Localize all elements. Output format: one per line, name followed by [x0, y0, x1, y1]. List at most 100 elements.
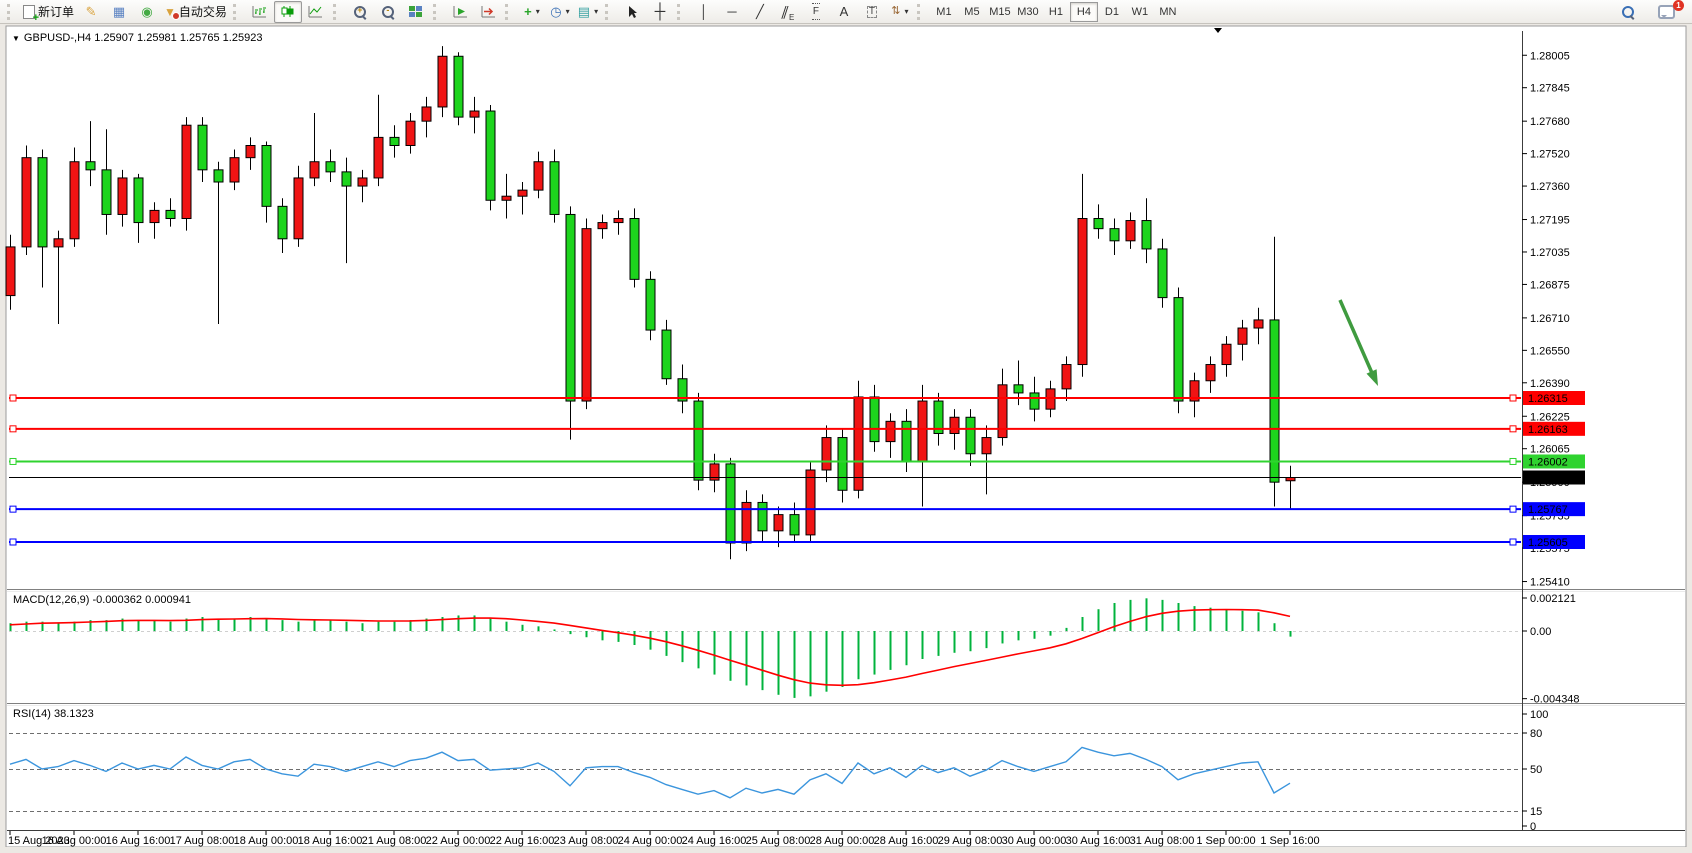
fibonacci-icon: F — [811, 3, 820, 20]
search-button[interactable] — [1614, 1, 1642, 23]
line-handle[interactable] — [1509, 505, 1517, 513]
candlestick — [677, 378, 688, 402]
candlestick — [1157, 248, 1168, 299]
candlestick — [853, 396, 864, 491]
styler-button[interactable]: ✎ — [77, 1, 105, 23]
equidistant-channel-button[interactable]: ∥ E — [779, 4, 795, 22]
candlestick — [869, 396, 880, 443]
price-tag-label: 1.25605 — [1528, 537, 1568, 549]
templates-dropdown[interactable]: ▤ ▾ — [574, 1, 602, 23]
candlestick — [1045, 388, 1056, 410]
tab-timeframe-h4[interactable]: H4 — [1069, 1, 1098, 22]
line-chart-icon — [308, 6, 323, 18]
candlestick — [517, 189, 528, 197]
price-tag-label: 1.26315 — [1528, 393, 1568, 405]
line-chart-button[interactable] — [302, 1, 330, 23]
horizontal-line-button[interactable]: ─ — [718, 1, 746, 23]
tab-timeframe-m1[interactable]: M1 — [936, 5, 952, 18]
crosshair-button[interactable]: ┼ — [646, 1, 674, 23]
candlestick — [229, 157, 240, 183]
cursor-icon — [628, 5, 637, 18]
candlestick — [981, 437, 992, 455]
bar-chart-icon — [252, 6, 267, 18]
line-handle[interactable] — [9, 394, 17, 402]
new-chart-button[interactable]: ▦ — [105, 1, 133, 23]
signal-button[interactable]: ◉ — [133, 1, 161, 23]
line-handle[interactable] — [9, 425, 17, 433]
price-tag — [1523, 502, 1585, 517]
candlestick — [1221, 343, 1232, 366]
candlestick — [277, 205, 288, 240]
time-axis-label: 18 Aug 16:00 — [298, 835, 363, 847]
new-order-icon — [23, 4, 39, 24]
fibonacci-button[interactable]: F — [802, 1, 830, 23]
autotrading-button[interactable]: ▼ 自动交易 — [161, 1, 230, 23]
tab-timeframe-w1[interactable]: W1 — [1131, 5, 1149, 18]
price-axis-label: 1.27680 — [1530, 116, 1570, 128]
time-axis-label: 1 Sep 16:00 — [1260, 835, 1319, 847]
line-handle[interactable] — [9, 457, 17, 465]
arrows-icon: ⇅ — [891, 5, 901, 17]
auto-scroll-button[interactable] — [446, 1, 474, 23]
toolbar-separator — [676, 3, 685, 20]
price-axis-label: 1.26875 — [1530, 279, 1570, 291]
candlestick — [901, 420, 912, 463]
indicators-dropdown[interactable]: + ▾ — [518, 1, 546, 23]
tab-timeframe-m30[interactable]: M30 — [1017, 5, 1039, 18]
annotation-arrow-line[interactable] — [1338, 299, 1374, 374]
candlestick — [757, 501, 768, 532]
candlestick — [293, 177, 304, 240]
chart-shift-icon — [481, 6, 495, 18]
chart-shift-marker[interactable] — [1214, 28, 1222, 33]
time-axis-label: 25 Aug 08:00 — [746, 835, 811, 847]
candlestick — [53, 238, 64, 248]
candlestick — [949, 416, 960, 434]
tile-windows-icon — [409, 6, 423, 17]
candlestick — [309, 161, 320, 179]
vertical-line-button[interactable]: │ — [690, 1, 718, 23]
line-handle[interactable] — [9, 538, 17, 546]
rsi-axis-label: 100 — [1530, 709, 1548, 721]
zoom-in-button[interactable]: + — [346, 1, 374, 23]
tab-timeframe-m15[interactable]: M15 — [989, 5, 1011, 18]
tab-timeframe-mn[interactable]: MN — [1159, 5, 1177, 18]
trendline-button[interactable]: ╱ — [746, 1, 774, 23]
periods-dropdown[interactable]: ◷ ▾ — [546, 1, 574, 23]
line-handle[interactable] — [1509, 457, 1517, 465]
line-handle[interactable] — [9, 505, 17, 513]
candlestick — [389, 136, 400, 147]
line-handle[interactable] — [1509, 425, 1517, 433]
text-button[interactable]: A — [830, 1, 858, 23]
candlestick — [261, 145, 272, 207]
bar-chart-button[interactable] — [246, 1, 274, 23]
candlestick — [805, 469, 816, 536]
candlestick — [1013, 384, 1024, 394]
text-label-button[interactable]: T — [858, 1, 886, 23]
price-tag — [1523, 391, 1585, 405]
cursor-button[interactable] — [618, 1, 646, 23]
zoom-out-button[interactable]: - — [374, 1, 402, 23]
candlestick — [1109, 228, 1120, 242]
candlestick — [5, 246, 16, 297]
arrows-dropdown[interactable]: ⇅ ▾ — [886, 1, 914, 23]
annotation-arrow-head[interactable] — [1366, 369, 1379, 386]
new-order-button[interactable]: 新订单 — [20, 1, 77, 24]
line-handle[interactable] — [1509, 394, 1517, 402]
tile-windows-button[interactable] — [402, 1, 430, 23]
tab-timeframe-d1[interactable]: D1 — [1104, 5, 1119, 18]
rsi-axis-label: 80 — [1530, 728, 1542, 740]
chat-button[interactable]: 1 — [1652, 0, 1684, 23]
line-handle[interactable] — [1509, 538, 1517, 546]
candlestick-chart-button[interactable] — [273, 0, 302, 23]
zoom-out-icon: - — [381, 5, 394, 18]
tab-timeframe-m5[interactable]: M5 — [964, 5, 980, 18]
chart-shift-button[interactable] — [474, 1, 502, 23]
symbol-dropdown-icon[interactable]: ▼ — [12, 34, 20, 43]
candlestick — [741, 501, 752, 544]
toolbar-separator — [232, 3, 241, 20]
time-axis-label: 22 Aug 16:00 — [490, 835, 555, 847]
candlestick — [1029, 392, 1040, 410]
rsi-indicator-label: RSI(14) 38.1323 — [13, 708, 94, 720]
tab-timeframe-h1[interactable]: H1 — [1048, 5, 1063, 18]
